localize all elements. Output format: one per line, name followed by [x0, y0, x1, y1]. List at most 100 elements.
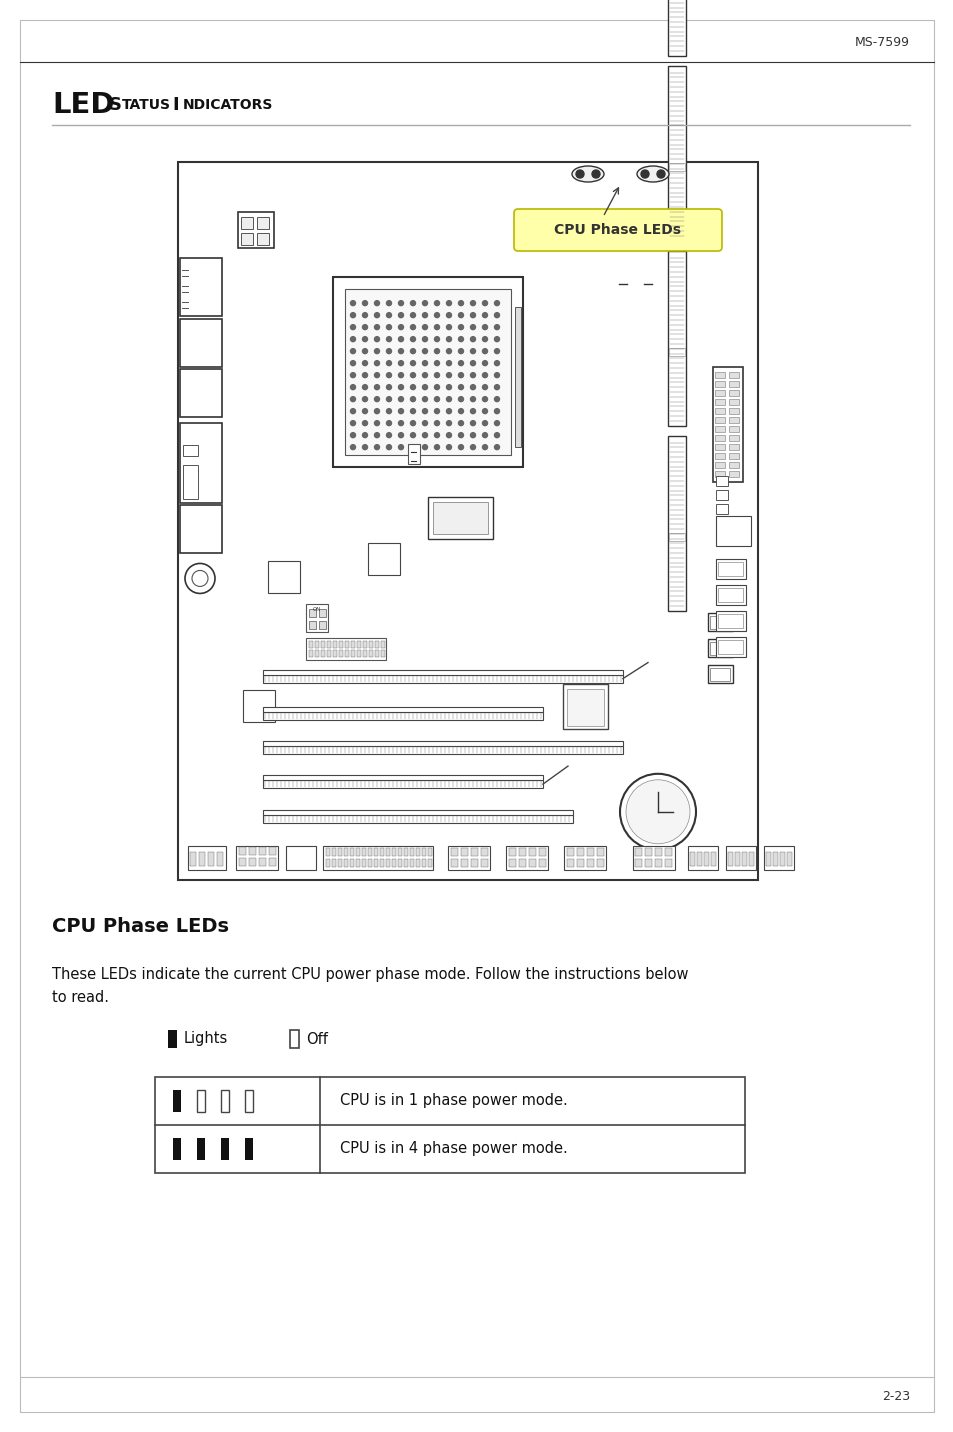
- Bar: [369, 640, 373, 647]
- Circle shape: [446, 445, 451, 450]
- Circle shape: [434, 325, 439, 329]
- Bar: [727, 852, 732, 866]
- Circle shape: [386, 348, 391, 354]
- Circle shape: [494, 445, 499, 450]
- Bar: [379, 859, 384, 866]
- Bar: [221, 1138, 229, 1160]
- Bar: [368, 543, 399, 574]
- Bar: [326, 859, 330, 866]
- Circle shape: [458, 325, 463, 329]
- Bar: [245, 1138, 253, 1160]
- Circle shape: [470, 325, 475, 329]
- Bar: [268, 561, 299, 593]
- Text: CPU Phase LEDs: CPU Phase LEDs: [554, 223, 680, 238]
- Circle shape: [470, 348, 475, 354]
- Circle shape: [350, 325, 355, 329]
- Bar: [180, 258, 222, 316]
- Bar: [480, 859, 488, 866]
- Bar: [183, 445, 198, 457]
- Bar: [460, 848, 468, 856]
- Circle shape: [494, 337, 499, 342]
- Bar: [351, 650, 355, 657]
- Circle shape: [375, 337, 379, 342]
- Circle shape: [482, 397, 487, 401]
- Circle shape: [576, 170, 583, 178]
- Bar: [337, 848, 341, 856]
- Circle shape: [640, 170, 648, 178]
- Bar: [529, 848, 536, 856]
- Bar: [320, 640, 325, 647]
- Bar: [363, 650, 367, 657]
- Bar: [196, 1090, 205, 1113]
- Circle shape: [446, 421, 451, 425]
- Bar: [562, 684, 607, 729]
- Circle shape: [446, 397, 451, 401]
- Bar: [667, 228, 685, 238]
- Circle shape: [398, 348, 403, 354]
- Bar: [716, 516, 750, 546]
- Bar: [566, 689, 603, 726]
- Circle shape: [422, 312, 427, 318]
- Bar: [728, 471, 739, 477]
- Bar: [375, 650, 378, 657]
- Circle shape: [398, 408, 403, 414]
- Bar: [428, 859, 432, 866]
- Bar: [714, 390, 724, 395]
- Circle shape: [470, 445, 475, 450]
- Circle shape: [434, 337, 439, 342]
- Circle shape: [446, 372, 451, 378]
- Circle shape: [362, 361, 367, 365]
- Circle shape: [482, 337, 487, 342]
- Bar: [386, 848, 390, 856]
- Circle shape: [398, 372, 403, 378]
- Bar: [216, 852, 223, 866]
- Circle shape: [362, 337, 367, 342]
- Bar: [728, 461, 739, 467]
- Circle shape: [386, 372, 391, 378]
- Bar: [239, 846, 246, 855]
- Bar: [314, 650, 318, 657]
- Bar: [714, 461, 724, 467]
- Bar: [741, 852, 746, 866]
- Circle shape: [398, 301, 403, 305]
- Bar: [529, 859, 536, 866]
- Bar: [397, 848, 401, 856]
- Circle shape: [375, 348, 379, 354]
- Bar: [644, 859, 651, 866]
- Circle shape: [386, 432, 391, 438]
- Bar: [180, 319, 222, 367]
- Circle shape: [422, 372, 427, 378]
- Circle shape: [458, 372, 463, 378]
- Bar: [716, 586, 745, 606]
- Bar: [448, 846, 490, 871]
- Bar: [728, 444, 739, 450]
- Bar: [709, 667, 729, 680]
- Circle shape: [494, 421, 499, 425]
- Circle shape: [470, 372, 475, 378]
- Circle shape: [398, 397, 403, 401]
- Bar: [714, 408, 724, 414]
- Ellipse shape: [572, 166, 603, 182]
- Circle shape: [446, 385, 451, 390]
- Circle shape: [470, 312, 475, 318]
- Bar: [538, 859, 545, 866]
- Bar: [667, 251, 685, 425]
- Circle shape: [386, 385, 391, 390]
- Bar: [718, 640, 742, 654]
- Bar: [241, 233, 253, 245]
- Bar: [221, 1090, 229, 1113]
- Circle shape: [434, 301, 439, 305]
- Bar: [416, 848, 419, 856]
- Bar: [644, 848, 651, 856]
- Circle shape: [386, 301, 391, 305]
- Circle shape: [398, 385, 403, 390]
- Circle shape: [494, 408, 499, 414]
- FancyBboxPatch shape: [514, 209, 721, 251]
- Bar: [786, 852, 791, 866]
- Circle shape: [350, 397, 355, 401]
- Circle shape: [446, 301, 451, 305]
- Bar: [237, 212, 274, 248]
- Bar: [368, 859, 372, 866]
- Circle shape: [410, 445, 416, 450]
- Bar: [716, 637, 745, 657]
